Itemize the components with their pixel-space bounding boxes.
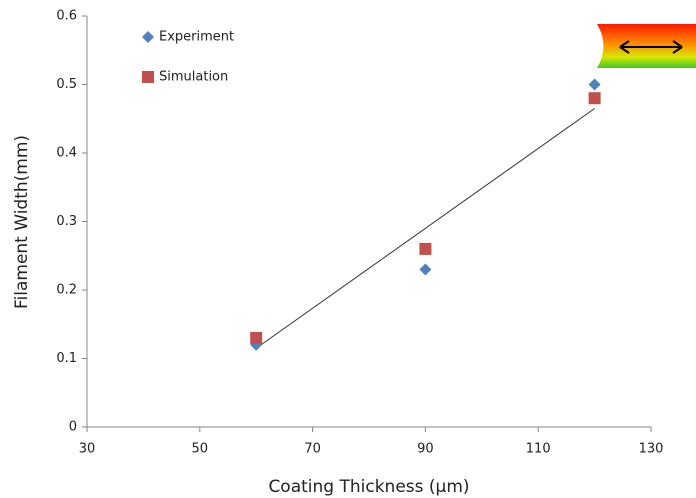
y-tick-label: 0.1 — [56, 351, 77, 366]
point — [588, 92, 601, 105]
point — [588, 78, 601, 91]
y-tick-label: 0.5 — [56, 77, 77, 92]
legend-marker — [142, 71, 154, 83]
x-tick-label: 130 — [639, 442, 664, 457]
point — [419, 242, 432, 255]
y-tick-label: 0.3 — [56, 214, 77, 229]
point — [250, 331, 263, 344]
inset-icon — [597, 24, 696, 68]
x-tick-label: 70 — [304, 442, 321, 457]
x-tick-label: 90 — [417, 442, 434, 457]
y-axis-title: Filament Width(mm) — [12, 135, 32, 309]
legend-marker — [142, 31, 154, 43]
y-tick-label: 0.4 — [56, 146, 77, 161]
point — [419, 263, 432, 276]
y-tick-label: 0.2 — [56, 283, 77, 298]
y-tick-label: 0.6 — [56, 9, 77, 24]
trendline — [255, 108, 595, 349]
y-tick-label: 0 — [69, 420, 77, 435]
x-axis-title: Coating Thickness (μm) — [268, 477, 469, 497]
x-tick-label: 50 — [192, 442, 209, 457]
x-tick-label: 30 — [79, 442, 96, 457]
legend-label: Experiment — [159, 30, 234, 45]
x-tick-label: 110 — [526, 442, 551, 457]
legend-label: Simulation — [159, 70, 228, 85]
